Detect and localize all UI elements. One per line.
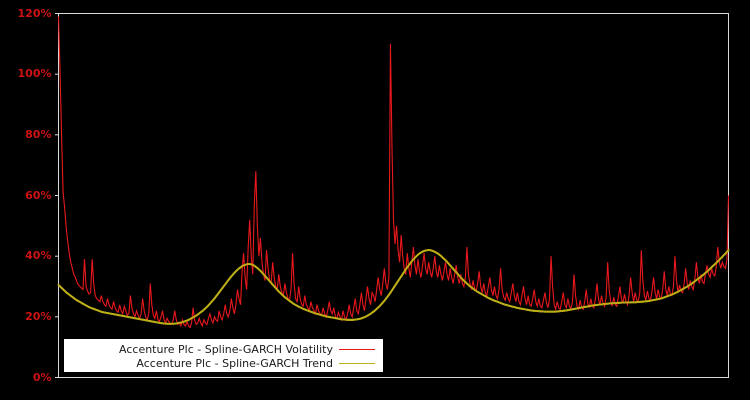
y-axis-tick-marks: [55, 13, 59, 378]
y-tick-label: 120%: [17, 6, 52, 20]
legend-entry-trend: Accenture Plc - Spline-GARCH Trend: [65, 356, 384, 371]
spline-garch-trend-line-overlay: [57, 249, 730, 325]
legend-swatch-trend: [339, 363, 375, 364]
chart-legend: Accenture Plc - Spline-GARCH Volatility …: [64, 339, 383, 372]
legend-swatch-volatility: [339, 349, 375, 350]
y-tick-label: 40%: [25, 249, 52, 263]
y-tick-label: 80%: [25, 127, 52, 141]
y-tick-label: 0%: [32, 370, 52, 384]
y-tick-label: 100%: [17, 67, 52, 81]
y-tick-label: 20%: [25, 309, 52, 323]
legend-label-volatility: Accenture Plc - Spline-GARCH Volatility: [119, 343, 333, 356]
y-tick-label: 60%: [25, 188, 52, 202]
legend-label-trend: Accenture Plc - Spline-GARCH Trend: [136, 357, 333, 370]
legend-entry-volatility: Accenture Plc - Spline-GARCH Volatility: [65, 342, 384, 357]
